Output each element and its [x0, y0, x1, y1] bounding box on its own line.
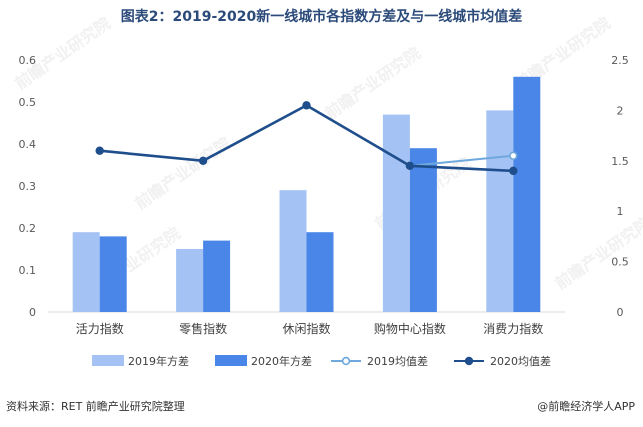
right-tick-label: 0	[617, 306, 624, 319]
legend-marker	[341, 356, 351, 366]
left-tick-label: 0.5	[19, 96, 37, 109]
legend-marker	[464, 356, 474, 366]
bar-series	[72, 76, 541, 313]
left-tick-label: 0	[29, 306, 36, 319]
category-label: 活力指数	[76, 321, 124, 336]
line-2020-point	[198, 156, 208, 166]
source-note: 资料来源：RET 前瞻产业研究院整理	[6, 400, 185, 413]
legend-item-0: 2019年方差	[92, 354, 189, 368]
legend-item-3: 2020均值差	[454, 354, 551, 368]
bar-2019-4	[486, 110, 514, 313]
right-tick-label: 2.5	[611, 54, 629, 67]
right-tick-label: 2	[617, 104, 624, 117]
left-axis: 0 0.1 0.2 0.3 0.4 0.5 0.6	[19, 54, 37, 319]
line-2020-point	[509, 166, 518, 176]
right-tick-label: 1	[617, 205, 624, 218]
right-tick-label: 1.5	[611, 155, 629, 168]
chart-title: 图表2：2019-2020新一线城市各指数方差及与一线城市均值差	[120, 9, 523, 25]
bar-2020-3	[409, 148, 437, 312]
line-2020-point	[95, 146, 104, 155]
legend-label: 2019年方差	[128, 354, 189, 368]
legend-item-1: 2020年方差	[215, 354, 312, 368]
left-tick-label: 0.3	[19, 180, 37, 193]
line-2020-point	[302, 101, 311, 110]
legend-swatch	[92, 355, 124, 366]
legend-item-2: 2019均值差	[331, 354, 428, 368]
bar-2020-2	[306, 232, 334, 312]
legend-label: 2019均值差	[367, 354, 428, 368]
category-label: 零售指数	[179, 321, 227, 336]
legend-swatch	[215, 355, 247, 366]
bar-2019-1	[176, 249, 204, 312]
line-2020-point	[405, 161, 415, 171]
left-tick-label: 0.4	[19, 138, 37, 151]
category-label: 购物中心指数	[374, 321, 446, 336]
watermark-text: 前瞻产业研究院	[321, 43, 424, 123]
line-series	[95, 101, 518, 176]
bar-2019-0	[72, 232, 100, 312]
category-label: 休闲指数	[282, 321, 330, 336]
category-label: 消费力指数	[483, 321, 543, 336]
watermark-text: 前瞻产业研究院	[131, 133, 234, 213]
watermark-text: 前瞻产业研究院	[551, 213, 643, 293]
legend: 2019年方差 2020年方差 2019均值差 2020均值差	[92, 354, 551, 368]
bar-2020-4	[513, 76, 541, 312]
legend-label: 2020年方差	[251, 354, 312, 368]
line-2019-point	[509, 151, 518, 160]
line-2019-path	[409, 154, 514, 167]
category-axis: 活力指数 零售指数 休闲指数 购物中心指数 消费力指数	[76, 321, 544, 336]
bar-2020-0	[99, 236, 127, 312]
bar-2020-1	[203, 240, 231, 312]
right-tick-label: 0.5	[611, 256, 629, 269]
bar-2019-3	[382, 114, 410, 312]
right-axis: 0 0.5 1 1.5 2 2.5	[611, 54, 629, 319]
left-tick-label: 0.1	[19, 264, 37, 277]
legend-label: 2020均值差	[490, 354, 551, 368]
brand-credit: @前瞻经济学人APP	[537, 400, 635, 413]
left-tick-label: 0.2	[19, 222, 37, 235]
left-tick-label: 0.6	[19, 54, 37, 67]
bar-2019-2	[279, 190, 307, 312]
